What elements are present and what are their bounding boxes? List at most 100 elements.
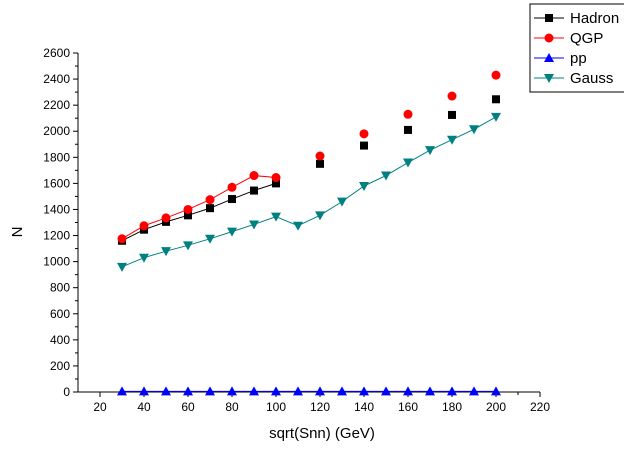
- x-tick-label: 160: [398, 400, 418, 414]
- data-point: [492, 95, 500, 104]
- data-point: [448, 110, 456, 119]
- legend-marker: [544, 33, 554, 43]
- x-tick-label: 200: [486, 400, 506, 414]
- data-point: [271, 173, 281, 183]
- y-tick-label: 1800: [43, 150, 70, 164]
- data-point: [139, 221, 149, 231]
- y-tick-label: 800: [50, 281, 70, 295]
- series-qgp: [117, 70, 501, 244]
- data-point: [206, 204, 214, 213]
- data-point: [139, 386, 149, 396]
- data-point: [205, 386, 215, 396]
- x-axis-title: sqrt(Snn) (GeV): [269, 425, 375, 442]
- data-point: [403, 386, 413, 396]
- data-point: [403, 158, 413, 168]
- y-tick-label: 1000: [43, 255, 70, 269]
- legend-marker: [544, 74, 554, 83]
- data-point: [359, 129, 369, 139]
- y-tick-label: 2000: [43, 124, 70, 138]
- data-point: [139, 253, 149, 263]
- y-tick-label: 600: [50, 307, 70, 321]
- x-tick-label: 220: [530, 400, 550, 414]
- data-point: [315, 386, 325, 396]
- data-point: [469, 386, 479, 396]
- data-point: [403, 109, 413, 119]
- x-tick-label: 80: [225, 400, 239, 414]
- legend-label: Gauss: [570, 70, 613, 87]
- data-point: [447, 135, 457, 145]
- data-point: [183, 204, 193, 214]
- data-point: [271, 386, 281, 396]
- series-pp: [117, 386, 501, 396]
- y-tick-label: 1200: [43, 229, 70, 243]
- data-point: [117, 262, 127, 272]
- y-tick-label: 400: [50, 333, 70, 347]
- y-tick-label: 200: [50, 359, 70, 373]
- data-point: [316, 159, 324, 168]
- data-point: [272, 179, 280, 188]
- legend: Hadron QGP pp Gauss: [529, 3, 624, 93]
- data-point: [491, 70, 501, 80]
- data-point: [315, 151, 325, 161]
- data-point: [184, 211, 192, 220]
- y-tick-label: 2400: [43, 72, 70, 86]
- data-point: [117, 234, 127, 244]
- data-point: [337, 197, 347, 207]
- legend-marker: [544, 53, 554, 62]
- data-point: [359, 181, 369, 191]
- data-point: [183, 241, 193, 251]
- series-gauss: [117, 112, 501, 272]
- data-point: [381, 386, 391, 396]
- data-point: [205, 234, 215, 244]
- x-tick-label: 20: [93, 400, 107, 414]
- data-point: [271, 212, 281, 222]
- data-point: [315, 211, 325, 221]
- data-point: [491, 112, 501, 122]
- data-point: [425, 386, 435, 396]
- y-tick-label: 2600: [43, 46, 70, 60]
- x-tick-label: 40: [137, 400, 151, 414]
- y-tick-label: 1600: [43, 176, 70, 190]
- legend-marker: [545, 14, 553, 22]
- data-point: [447, 386, 457, 396]
- legend-label: Hadron: [570, 10, 619, 27]
- x-tick-label: 140: [354, 400, 374, 414]
- data-point: [183, 386, 193, 396]
- y-tick-label: 2200: [43, 98, 70, 112]
- data-point: [337, 386, 347, 396]
- data-point: [293, 386, 303, 396]
- legend-label: QGP: [570, 30, 603, 47]
- x-tick-label: 120: [310, 400, 330, 414]
- data-point: [161, 247, 171, 257]
- data-point: [359, 386, 369, 396]
- data-point: [227, 182, 237, 192]
- data-point: [404, 125, 412, 134]
- data-point: [293, 221, 303, 231]
- axes: 20 40 60 80 100 120 140 160 180 200 22002004006008…: [43, 46, 550, 414]
- x-tick-label: 180: [442, 400, 462, 414]
- data-point: [360, 141, 368, 150]
- series-line: [121, 116, 497, 268]
- data-point: [117, 386, 127, 396]
- data-point: [161, 213, 171, 223]
- data-point: [250, 186, 258, 195]
- data-point: [228, 195, 236, 204]
- y-axis-title: N: [9, 227, 26, 238]
- x-tick-label: 60: [181, 400, 195, 414]
- data-point: [491, 386, 501, 396]
- data-point: [447, 91, 457, 101]
- legend-label: pp: [570, 50, 587, 67]
- data-point: [227, 386, 237, 396]
- data-point: [161, 386, 171, 396]
- x-tick-label: 100: [266, 400, 286, 414]
- y-tick-label: 0: [63, 385, 70, 399]
- data-point: [249, 386, 259, 396]
- y-tick-label: 1400: [43, 202, 70, 216]
- series-layer: [117, 70, 501, 396]
- data-point: [249, 171, 259, 181]
- data-point: [469, 125, 479, 135]
- data-point: [425, 146, 435, 156]
- data-point: [227, 227, 237, 237]
- data-point: [249, 220, 259, 230]
